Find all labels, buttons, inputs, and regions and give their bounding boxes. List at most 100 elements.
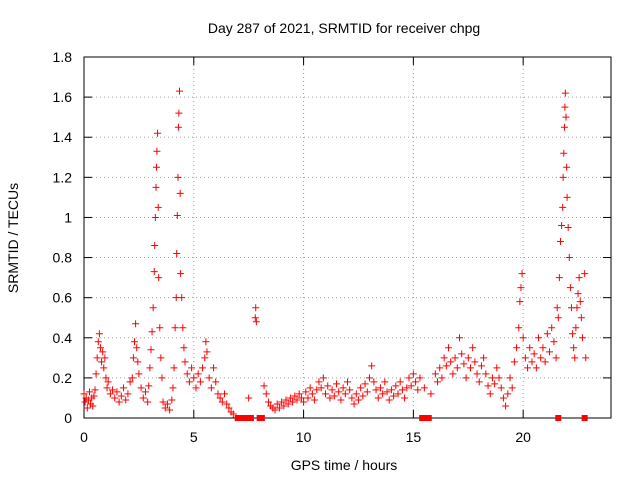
data-point (381, 378, 389, 386)
data-point (431, 370, 439, 378)
data-point (93, 354, 101, 362)
data-point (190, 374, 198, 382)
data-point (508, 384, 516, 392)
data-point (575, 274, 583, 282)
data-point (212, 378, 220, 386)
data-point (135, 370, 143, 378)
data-point (171, 324, 179, 332)
data-point (132, 320, 140, 328)
data-point (251, 314, 259, 322)
data-point (151, 213, 159, 221)
data-points (80, 87, 590, 421)
data-point (311, 396, 319, 404)
data-point (205, 374, 213, 382)
gap-marker (234, 415, 241, 421)
data-point (352, 390, 360, 398)
data-point (178, 294, 186, 302)
data-point (541, 358, 549, 366)
data-point (581, 270, 589, 278)
data-point (308, 390, 316, 398)
data-point (445, 344, 453, 352)
data-point (447, 358, 455, 366)
data-point (337, 396, 345, 404)
data-point (412, 378, 420, 386)
gap-marker (247, 415, 254, 421)
data-point (394, 390, 402, 398)
data-point (174, 123, 182, 131)
x-tick-label: 20 (515, 429, 531, 445)
data-point (293, 396, 301, 404)
data-point (291, 392, 299, 400)
y-tick-label: 0.8 (53, 250, 73, 266)
data-point (210, 364, 218, 372)
data-point (374, 394, 382, 402)
data-point (502, 402, 510, 410)
data-point (363, 388, 371, 396)
data-point (300, 398, 308, 406)
data-point (122, 396, 130, 404)
data-point (289, 398, 297, 406)
data-point (563, 163, 571, 171)
data-point (462, 374, 470, 382)
data-point (488, 374, 496, 382)
data-point (109, 386, 117, 394)
data-point (573, 304, 581, 312)
data-point (578, 334, 586, 342)
data-point (495, 374, 503, 382)
data-point (177, 270, 185, 278)
data-point (98, 358, 106, 366)
data-point (175, 109, 183, 117)
data-point (128, 374, 136, 382)
data-point (297, 394, 305, 402)
data-point (131, 338, 139, 346)
data-point (440, 354, 448, 362)
data-point (229, 410, 237, 418)
data-point (574, 290, 582, 298)
data-point (169, 384, 177, 392)
data-point (319, 374, 327, 382)
data-point (504, 390, 512, 398)
data-point (89, 402, 97, 410)
data-point (115, 398, 123, 406)
data-point (484, 382, 492, 390)
data-point (552, 354, 560, 362)
data-point (144, 398, 152, 406)
data-point (387, 386, 395, 394)
data-point (106, 390, 114, 398)
data-point (556, 238, 564, 246)
data-point (199, 364, 207, 372)
data-point (438, 374, 446, 382)
data-point (273, 400, 281, 408)
x-tick-label: 5 (190, 429, 198, 445)
data-point (260, 382, 268, 390)
data-point (458, 350, 466, 358)
data-point (427, 390, 435, 398)
data-point (561, 89, 569, 97)
data-point (550, 338, 558, 346)
data-point (113, 388, 121, 396)
data-point (543, 330, 551, 338)
data-point (372, 386, 380, 394)
data-point (264, 398, 272, 406)
data-point (554, 314, 562, 322)
data-point (271, 406, 279, 414)
data-point (328, 386, 336, 394)
data-point (147, 346, 155, 354)
gap-marker (258, 415, 265, 421)
data-point (152, 183, 160, 191)
data-point (464, 354, 472, 362)
data-point (420, 384, 428, 392)
data-point (153, 147, 161, 155)
data-point (139, 394, 147, 402)
data-point (111, 394, 119, 402)
y-tick-label: 1.6 (53, 89, 73, 105)
data-point (436, 364, 444, 372)
data-point (535, 334, 543, 342)
data-point (317, 384, 325, 392)
data-point (407, 382, 415, 390)
data-point (194, 370, 202, 378)
data-point (558, 221, 566, 229)
data-point (216, 394, 224, 402)
data-point (521, 354, 529, 362)
data-point (151, 242, 159, 250)
